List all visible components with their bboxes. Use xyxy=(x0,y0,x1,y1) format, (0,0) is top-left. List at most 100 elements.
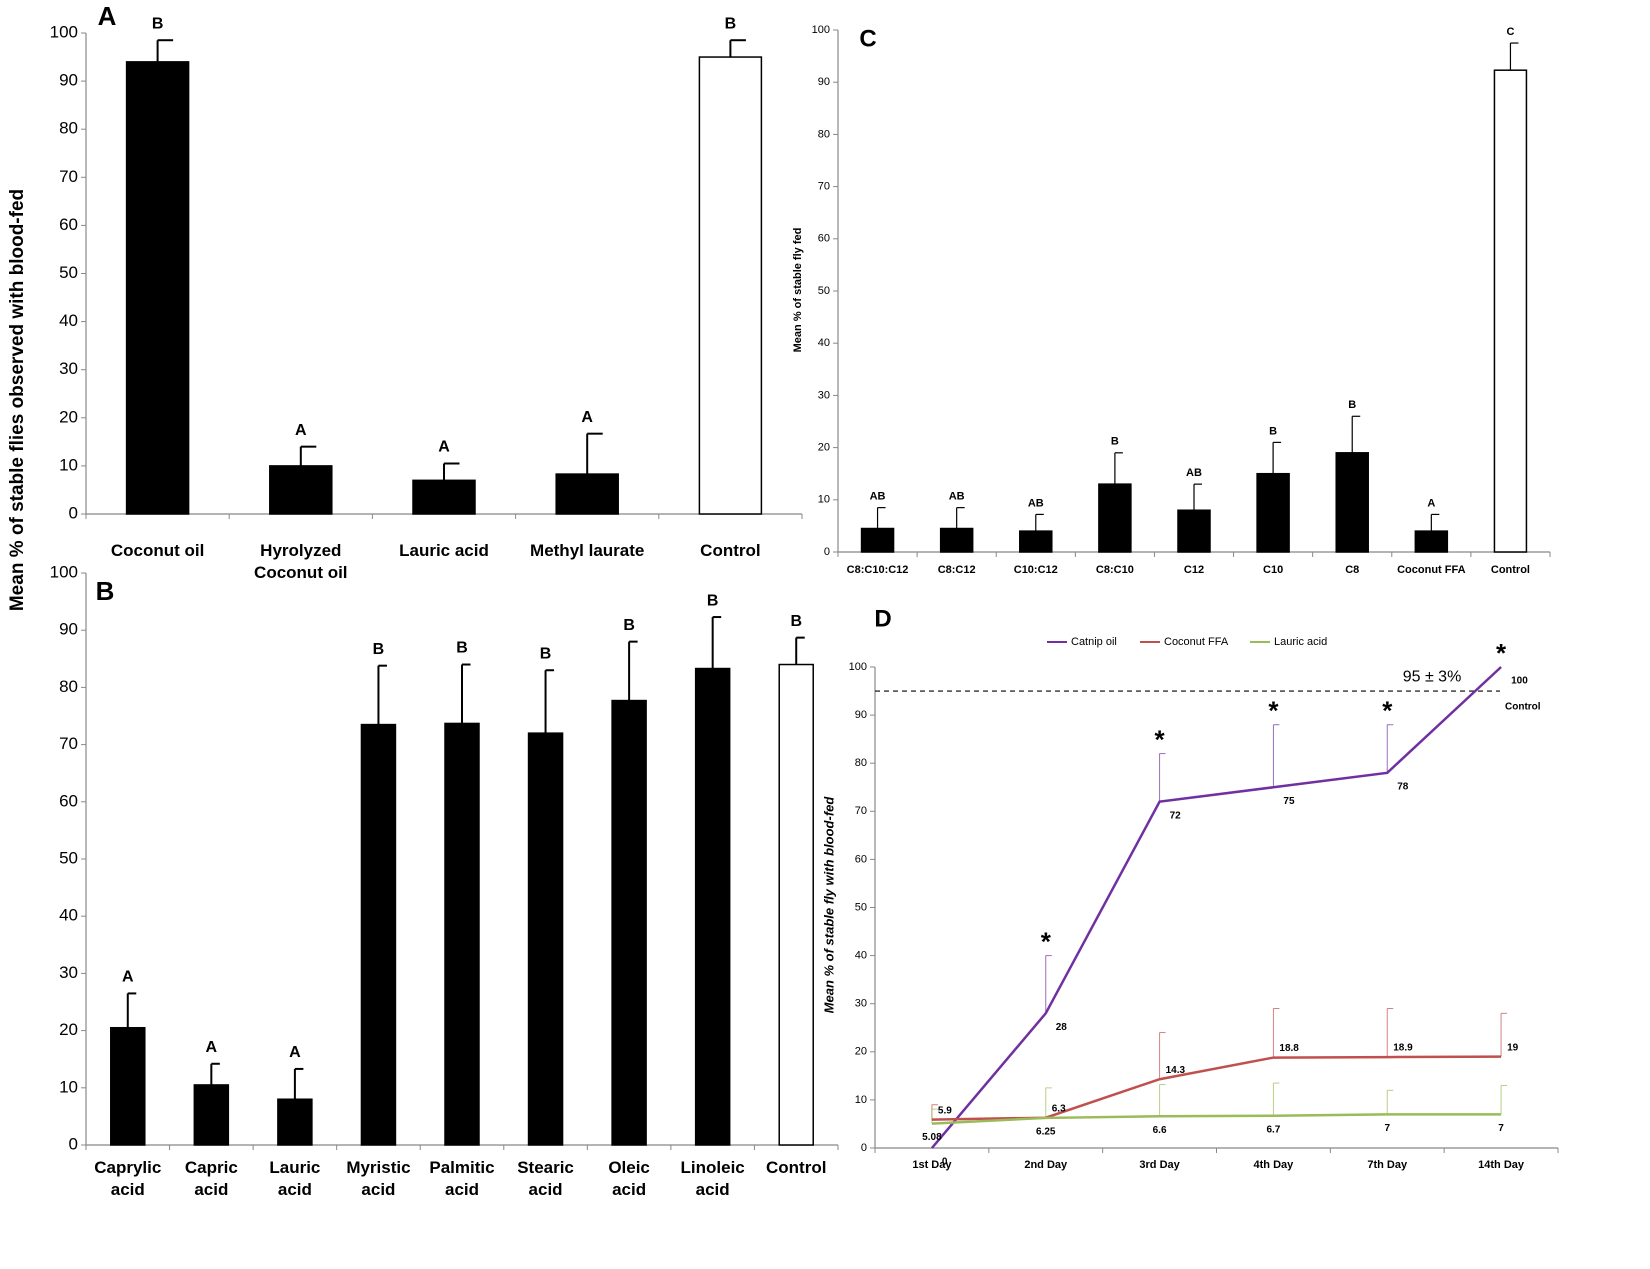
significance-letter: C xyxy=(1506,26,1514,38)
bar xyxy=(1335,452,1369,553)
bar xyxy=(110,1026,146,1146)
x-tick-label: Oleic acid xyxy=(608,1158,650,1200)
y-tick-label: 40 xyxy=(855,950,867,962)
y-tick-label: 60 xyxy=(855,853,867,865)
y-tick-label: 90 xyxy=(59,71,78,90)
bar xyxy=(527,732,564,1146)
significance-letter: A xyxy=(122,969,134,986)
significance-letter: A xyxy=(581,409,593,426)
significance-letter: A xyxy=(438,439,450,456)
x-tick-label: Stearic acid xyxy=(517,1158,574,1200)
y-tick-label: 30 xyxy=(59,359,78,378)
significance-marker: * xyxy=(1496,638,1507,668)
significance-letter: AB xyxy=(1186,467,1202,479)
panel-label: D xyxy=(874,605,891,632)
significance-letter: B xyxy=(725,15,737,32)
x-tick-label: Palmitic acid xyxy=(429,1158,495,1200)
series-line xyxy=(930,666,1502,1149)
y-tick-label: 60 xyxy=(59,215,78,234)
y-tick-label: 50 xyxy=(855,901,867,913)
x-tick-label: Control xyxy=(766,1158,827,1177)
y-tick-label: 60 xyxy=(59,791,78,810)
y-tick-label: 80 xyxy=(59,677,78,696)
y-tick-label: 20 xyxy=(818,442,830,454)
y-tick-label: 80 xyxy=(59,119,78,138)
bar xyxy=(277,1098,313,1146)
y-tick-label: 100 xyxy=(812,24,830,36)
significance-letter: B xyxy=(707,592,719,609)
x-tick-label: Methyl laurate xyxy=(530,541,645,560)
bar xyxy=(193,1084,230,1146)
series-line xyxy=(931,1055,1502,1121)
x-tick-label: 7th Day xyxy=(1367,1159,1408,1171)
data-label: 6.6 xyxy=(1153,1125,1167,1136)
panel-label: B xyxy=(96,576,115,606)
bar xyxy=(125,61,190,515)
y-axis-title: Mean % of stable fly fed xyxy=(792,228,804,353)
y-tick-label: 50 xyxy=(818,285,830,297)
bar xyxy=(1493,69,1528,553)
data-label: 5.08 xyxy=(922,1132,942,1143)
significance-marker: * xyxy=(1268,696,1279,726)
significance-letter: B xyxy=(1111,436,1119,448)
x-tick-label: Caprylic acid xyxy=(94,1158,162,1200)
y-tick-label: 0 xyxy=(861,1142,867,1154)
data-label: 6.25 xyxy=(1036,1127,1056,1138)
y-tick-label: 80 xyxy=(855,757,867,769)
y-tick-label: 70 xyxy=(818,181,830,193)
legend-label: Catnip oil xyxy=(1071,636,1117,648)
bar xyxy=(1256,472,1290,553)
significance-letter: A xyxy=(295,422,307,439)
x-tick-label: Lauric acid xyxy=(399,541,489,560)
y-tick-label: 100 xyxy=(849,661,867,673)
y-axis-title: Mean % of stable fly with blood-fed xyxy=(821,796,836,1014)
y-tick-label: 80 xyxy=(818,128,830,140)
reference-name: Control xyxy=(1505,702,1541,713)
bar xyxy=(611,699,647,1146)
bar xyxy=(698,56,763,515)
x-tick-label: C12 xyxy=(1183,564,1205,576)
panel-label: A xyxy=(98,1,117,31)
y-tick-label: 20 xyxy=(59,1020,78,1039)
bar xyxy=(778,663,814,1146)
y-tick-label: 0 xyxy=(69,503,78,522)
y-tick-label: 0 xyxy=(69,1134,78,1153)
data-label: 14.3 xyxy=(1166,1065,1186,1076)
y-tick-label: 40 xyxy=(59,311,78,330)
bar xyxy=(1177,509,1211,553)
y-tick-label: 40 xyxy=(818,337,830,349)
x-tick-label: Control xyxy=(1490,564,1530,576)
y-tick-label: 10 xyxy=(59,1077,78,1096)
significance-letter: AB xyxy=(1028,497,1044,509)
y-axis-title: Mean % of stable flies observed with blo… xyxy=(7,189,28,611)
legend-label: Lauric acid xyxy=(1274,636,1327,648)
y-tick-label: 70 xyxy=(855,805,867,817)
significance-letter: A xyxy=(289,1044,301,1061)
bar xyxy=(1019,530,1053,553)
x-tick-label: 14th Day xyxy=(1478,1159,1524,1171)
y-tick-label: 30 xyxy=(59,963,78,982)
data-label: 18.8 xyxy=(1279,1043,1299,1054)
data-label: 19 xyxy=(1507,1042,1519,1053)
x-tick-label: 2nd Day xyxy=(1024,1159,1068,1171)
bar xyxy=(939,527,974,553)
y-tick-label: 20 xyxy=(59,407,78,426)
bar xyxy=(555,473,619,515)
x-tick-label: Myristic acid xyxy=(346,1158,411,1200)
significance-marker: * xyxy=(1041,926,1052,956)
x-tick-label: Lauric acid xyxy=(269,1158,321,1200)
significance-letter: B xyxy=(152,15,164,32)
data-label: 18.9 xyxy=(1393,1043,1413,1054)
data-label: 7 xyxy=(1498,1123,1504,1134)
y-tick-label: 90 xyxy=(818,76,830,88)
data-label: 78 xyxy=(1397,781,1409,792)
y-tick-label: 20 xyxy=(855,1046,867,1058)
x-tick-label: 3rd Day xyxy=(1139,1159,1180,1171)
data-label: 6.7 xyxy=(1266,1124,1280,1135)
bar xyxy=(1414,530,1449,553)
significance-marker: * xyxy=(1382,696,1393,726)
data-label: 7 xyxy=(1384,1123,1390,1134)
y-tick-label: 100 xyxy=(50,562,78,581)
significance-letter: B xyxy=(1269,425,1277,437)
